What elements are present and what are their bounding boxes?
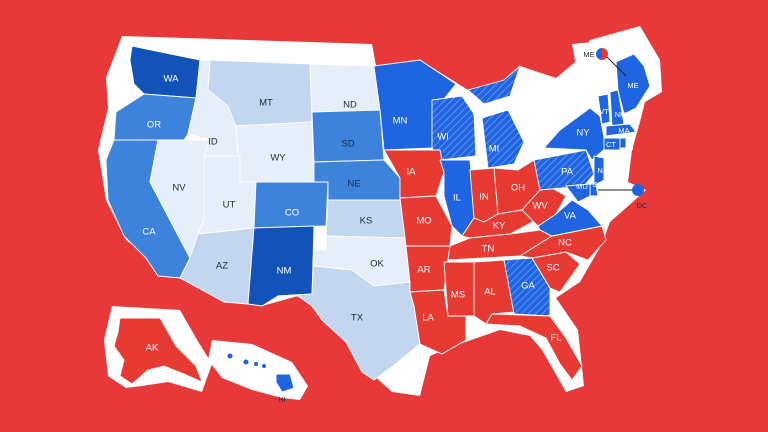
paper-me-callout bbox=[572, 40, 618, 66]
label-GA: GA bbox=[521, 281, 535, 292]
label-MA: MA bbox=[618, 126, 629, 135]
label-OH: OH bbox=[511, 183, 525, 194]
label-NJ: NJ bbox=[597, 166, 606, 175]
state-LA[interactable] bbox=[409, 289, 467, 355]
label-NE: NE bbox=[347, 179, 360, 190]
label-WV: WV bbox=[532, 201, 548, 212]
state-MA[interactable] bbox=[605, 123, 637, 137]
label-PA: PA bbox=[561, 167, 574, 178]
state-MI[interactable] bbox=[467, 65, 525, 169]
label-NH: NH bbox=[615, 110, 626, 119]
label-MI: MI bbox=[489, 144, 500, 155]
label-VT: VT bbox=[599, 107, 609, 116]
state-SD[interactable] bbox=[311, 109, 385, 163]
state-ME[interactable] bbox=[615, 53, 651, 115]
label-SC: SC bbox=[546, 263, 559, 274]
state-HI[interactable] bbox=[226, 352, 295, 393]
paper-hawaii bbox=[208, 340, 308, 400]
state-TX[interactable] bbox=[277, 249, 421, 381]
state-CT[interactable] bbox=[603, 137, 621, 151]
label-ME: ME bbox=[627, 81, 638, 90]
state-CO[interactable] bbox=[253, 181, 329, 229]
label-IL: IL bbox=[453, 193, 461, 204]
label-RI: RI bbox=[626, 143, 634, 152]
label-MD: MD bbox=[576, 182, 588, 191]
label-OR: OR bbox=[147, 120, 161, 131]
label-HI: HI bbox=[278, 395, 286, 404]
label-NY: NY bbox=[576, 128, 590, 139]
state-GA[interactable] bbox=[503, 257, 551, 317]
label-TN: TN bbox=[482, 244, 495, 255]
label-NV: NV bbox=[172, 183, 186, 194]
label-AK: AK bbox=[146, 343, 159, 354]
state-VA[interactable] bbox=[537, 199, 603, 237]
state-FL[interactable] bbox=[485, 313, 583, 381]
me-split-marker[interactable] bbox=[596, 48, 608, 60]
label-AZ: AZ bbox=[216, 261, 228, 272]
label-FL: FL bbox=[550, 333, 561, 344]
state-NH[interactable] bbox=[609, 89, 625, 127]
label-NC: NC bbox=[558, 238, 572, 249]
label-MS: MS bbox=[451, 290, 465, 301]
state-MO[interactable] bbox=[399, 195, 453, 247]
label-OK: OK bbox=[370, 259, 384, 270]
label-AR: AR bbox=[417, 265, 430, 276]
label-CT: CT bbox=[606, 140, 616, 149]
state-RI[interactable] bbox=[619, 137, 627, 149]
label-ID: ID bbox=[208, 137, 218, 148]
me-callout-leader bbox=[603, 53, 627, 77]
label-IA: IA bbox=[407, 167, 417, 178]
label-LA: LA bbox=[422, 313, 434, 324]
label-MO: MO bbox=[416, 216, 431, 227]
state-AK[interactable] bbox=[113, 317, 203, 385]
label-AL: AL bbox=[484, 287, 496, 298]
label-ME-callout: ME bbox=[583, 50, 594, 59]
state-PA[interactable] bbox=[533, 149, 595, 191]
label-KS: KS bbox=[360, 216, 373, 227]
label-CA: CA bbox=[142, 227, 156, 238]
label-IN: IN bbox=[479, 192, 489, 203]
label-DC: DC bbox=[637, 201, 648, 210]
state-WI[interactable] bbox=[431, 95, 477, 161]
label-TX: TX bbox=[351, 313, 364, 324]
state-NY[interactable] bbox=[543, 107, 607, 161]
state-labels: WA OR CA NV ID MT WY UT AZ CO NM ND SD N… bbox=[142, 50, 648, 404]
label-DE: DE bbox=[593, 180, 603, 189]
state-NJ[interactable] bbox=[593, 155, 605, 187]
label-WI: WI bbox=[437, 132, 449, 143]
label-VA: VA bbox=[564, 211, 577, 222]
state-VT[interactable] bbox=[597, 93, 611, 125]
label-NM: NM bbox=[277, 266, 292, 277]
label-ND: ND bbox=[343, 100, 357, 111]
state-MD[interactable] bbox=[565, 183, 591, 203]
dc-marker[interactable] bbox=[632, 184, 644, 196]
label-MN: MN bbox=[393, 116, 408, 127]
label-MT: MT bbox=[259, 98, 273, 109]
label-KY: KY bbox=[493, 221, 506, 232]
label-UT: UT bbox=[223, 200, 236, 211]
label-WY: WY bbox=[270, 153, 286, 164]
label-CO: CO bbox=[285, 208, 299, 219]
label-WA: WA bbox=[164, 74, 180, 85]
label-SD: SD bbox=[341, 139, 354, 150]
